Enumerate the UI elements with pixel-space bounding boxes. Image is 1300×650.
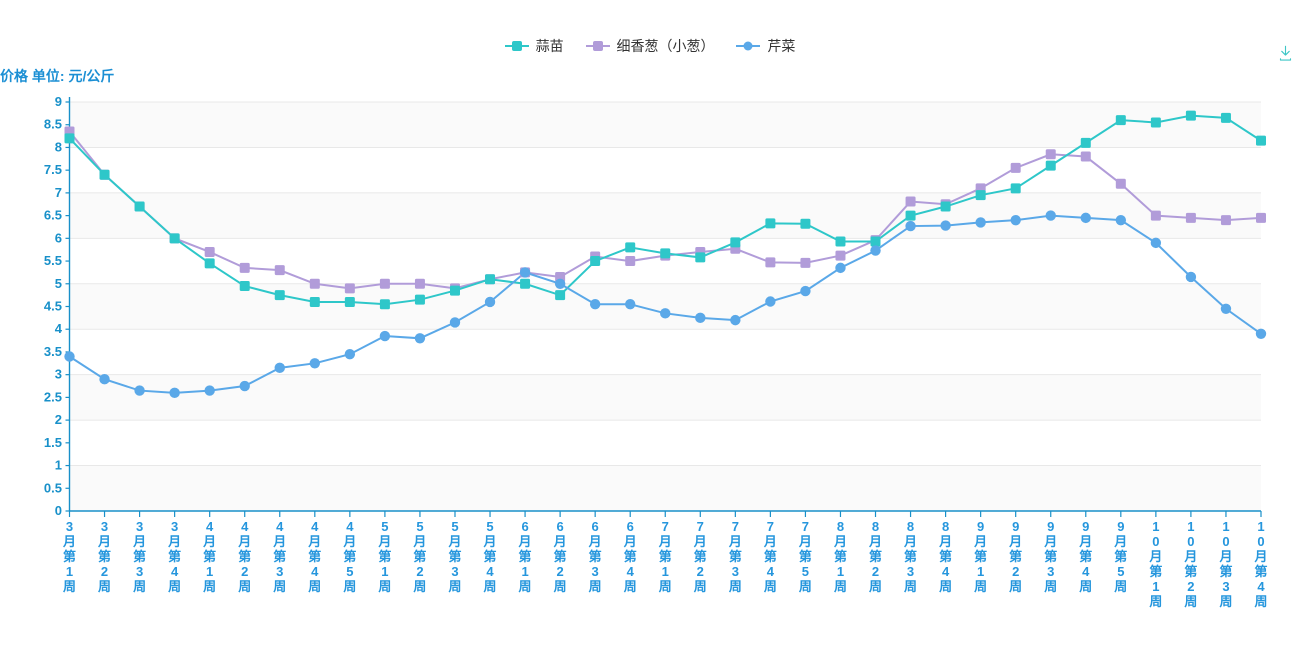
svg-text:6.5: 6.5 <box>44 208 62 223</box>
svg-text:3: 3 <box>55 367 62 382</box>
svg-text:2.5: 2.5 <box>44 389 62 404</box>
svg-text:8.5: 8.5 <box>44 117 62 132</box>
svg-text:1.5: 1.5 <box>44 435 62 450</box>
svg-text:4.5: 4.5 <box>44 299 62 314</box>
svg-text:5: 5 <box>55 276 62 291</box>
svg-text:9: 9 <box>55 94 62 109</box>
svg-text:7: 7 <box>55 185 62 200</box>
svg-text:0.5: 0.5 <box>44 480 62 495</box>
svg-text:7.5: 7.5 <box>44 162 62 177</box>
svg-text:6: 6 <box>55 230 62 245</box>
svg-text:4: 4 <box>55 321 63 336</box>
svg-text:1: 1 <box>55 458 62 473</box>
svg-text:0: 0 <box>55 503 62 518</box>
svg-text:2: 2 <box>55 412 62 427</box>
svg-text:3.5: 3.5 <box>44 344 62 359</box>
svg-text:8: 8 <box>55 139 62 154</box>
svg-text:5.5: 5.5 <box>44 253 62 268</box>
